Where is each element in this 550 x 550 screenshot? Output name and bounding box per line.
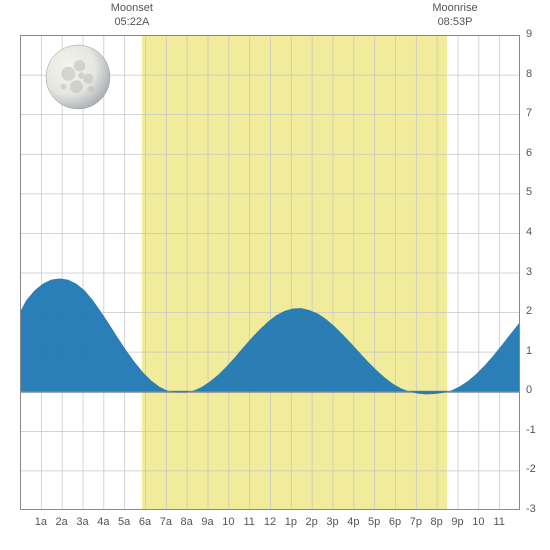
x-tick-label: 7p [410,516,422,528]
moon-body [46,45,110,109]
y-tick-label: 4 [526,226,546,238]
x-tick-label: 5a [118,516,130,528]
y-tick-label: -1 [526,424,546,436]
x-tick-label: 3p [326,516,338,528]
moon-svg [44,43,112,111]
x-tick-label: 3a [76,516,88,528]
y-tick-label: 3 [526,266,546,278]
moon-crater [70,80,83,93]
y-tick-label: 9 [526,28,546,40]
moon-crater [61,67,75,81]
x-tick-label: 8a [181,516,193,528]
moonset-label: Moonset [92,2,172,16]
x-tick-label: 7a [160,516,172,528]
moon-crater [74,60,86,72]
x-tick-label: 1a [35,516,47,528]
x-tick-label: 8p [431,516,443,528]
x-tick-label: 2a [56,516,68,528]
y-tick-label: 8 [526,68,546,80]
moon-crater [88,86,94,92]
y-tick-label: 1 [526,345,546,357]
y-tick-label: -2 [526,463,546,475]
x-tick-label: 2p [306,516,318,528]
x-tick-label: 6a [139,516,151,528]
x-tick-label: 4a [97,516,109,528]
daylight-band [142,35,447,510]
x-tick-label: 5p [368,516,380,528]
moonrise-annotation: Moonrise 08:53P [415,2,495,30]
y-tick-label: 5 [526,186,546,198]
x-tick-label: 12 [264,516,276,528]
moon-crater [61,84,67,90]
y-tick-label: 6 [526,147,546,159]
x-tick-label: 11 [243,516,254,528]
y-tick-label: 2 [526,305,546,317]
moonset-annotation: Moonset 05:22A [92,2,172,30]
moon-crater [78,72,84,78]
x-tick-label: 9p [451,516,463,528]
moonrise-time: 08:53P [415,16,495,30]
moonset-time: 05:22A [92,16,172,30]
x-tick-label: 9a [201,516,213,528]
x-tick-label: 4p [347,516,359,528]
y-tick-label: -3 [526,503,546,515]
moon-icon [44,43,112,111]
x-tick-label: 11 [493,516,504,528]
moonrise-label: Moonrise [415,2,495,16]
x-tick-label: 1p [285,516,297,528]
moon-crater [83,73,93,83]
x-tick-label: 10 [472,516,484,528]
x-tick-label: 10 [222,516,234,528]
y-tick-label: 0 [526,384,546,396]
y-tick-label: 7 [526,107,546,119]
x-tick-label: 6p [389,516,401,528]
